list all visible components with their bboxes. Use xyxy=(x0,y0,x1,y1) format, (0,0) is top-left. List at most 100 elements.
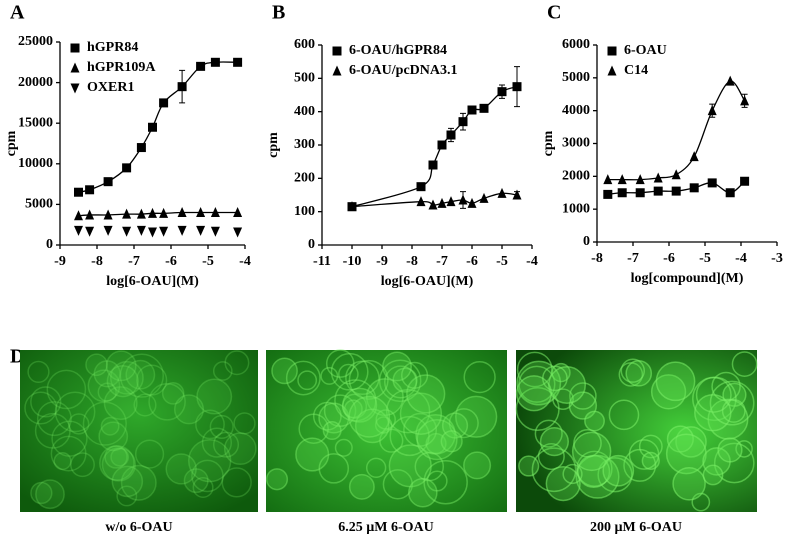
x-tick-label: -4 xyxy=(735,251,747,266)
y-tick-label: 4000 xyxy=(562,103,590,118)
cell xyxy=(103,386,138,421)
cell xyxy=(323,394,357,427)
marker xyxy=(416,196,426,207)
x-tick-label: -7 xyxy=(128,254,140,269)
y-tick-label: 15000 xyxy=(18,115,53,130)
y-tick-label: 0 xyxy=(308,237,315,252)
cell xyxy=(285,360,321,396)
cell xyxy=(85,353,108,377)
marker xyxy=(446,196,456,207)
x-tick-label: -4 xyxy=(239,254,251,269)
cell xyxy=(384,365,418,399)
cell xyxy=(322,420,342,441)
cell xyxy=(334,379,377,422)
marker xyxy=(74,210,83,221)
y-tick-label: 300 xyxy=(294,137,315,152)
cell xyxy=(348,395,391,438)
cell xyxy=(392,367,418,393)
cell xyxy=(318,453,350,484)
cell xyxy=(345,360,380,396)
marker xyxy=(210,57,220,67)
y-tick-label: 5000 xyxy=(562,70,590,85)
cell xyxy=(365,378,404,417)
legend-label: OXER1 xyxy=(87,80,134,95)
cell xyxy=(385,388,431,434)
x-tick-label: -7 xyxy=(627,251,639,266)
cell xyxy=(515,375,553,412)
cell xyxy=(120,464,157,501)
marker xyxy=(70,62,80,73)
legend-label: hGPR109A xyxy=(87,60,156,75)
y-tick-label: 400 xyxy=(294,104,315,119)
cell xyxy=(133,393,157,417)
marker xyxy=(159,98,169,108)
marker xyxy=(607,46,617,56)
marker xyxy=(740,95,750,106)
cell xyxy=(382,469,413,500)
marker xyxy=(148,207,157,218)
marker xyxy=(428,199,438,210)
cell xyxy=(531,447,577,493)
cell xyxy=(440,430,463,453)
cell xyxy=(295,437,330,472)
micrograph xyxy=(20,350,258,512)
cell xyxy=(165,453,197,485)
cell xyxy=(534,419,563,448)
y-axis-label: cpm xyxy=(541,130,556,156)
cell xyxy=(320,367,339,385)
cell xyxy=(717,437,743,463)
marker xyxy=(196,61,206,71)
marker xyxy=(122,163,132,173)
marker xyxy=(479,192,489,203)
cell xyxy=(70,452,95,478)
x-tick-label: -6 xyxy=(165,254,177,269)
cell xyxy=(35,479,65,510)
cell xyxy=(463,360,496,394)
cell xyxy=(365,457,387,478)
cell xyxy=(655,361,696,402)
cell xyxy=(136,364,168,396)
cell xyxy=(30,386,62,418)
marker xyxy=(74,187,83,197)
cell xyxy=(408,477,438,508)
cell xyxy=(597,457,633,493)
marker xyxy=(653,172,663,183)
cell xyxy=(318,402,350,434)
marker xyxy=(332,65,342,76)
cell xyxy=(101,447,137,482)
cell xyxy=(542,365,568,392)
marker xyxy=(497,187,507,198)
cell xyxy=(638,434,663,459)
cell xyxy=(116,485,138,507)
cell xyxy=(30,481,53,505)
legend-label: 6-OAU/pcDNA3.1 xyxy=(349,63,458,78)
cell xyxy=(134,439,165,469)
y-tick-label: 0 xyxy=(46,237,53,252)
cell xyxy=(537,443,565,471)
marker xyxy=(103,209,113,220)
marker xyxy=(210,226,220,237)
cell xyxy=(192,476,214,498)
cell xyxy=(161,382,185,405)
cell xyxy=(183,468,209,494)
cell xyxy=(93,360,121,388)
marker xyxy=(196,207,206,218)
x-tick-label: -9 xyxy=(54,254,66,269)
fit-curve xyxy=(351,192,518,208)
x-tick-label: -8 xyxy=(406,254,418,269)
cell-texture xyxy=(24,349,758,512)
image-caption: 200 µM 6-OAU xyxy=(590,520,682,535)
x-tick-label: -6 xyxy=(466,254,478,269)
cell xyxy=(516,360,562,406)
marker xyxy=(332,46,342,56)
cell xyxy=(224,350,250,376)
marker xyxy=(603,174,613,185)
y-tick-label: 1000 xyxy=(562,201,590,216)
cell xyxy=(388,444,432,488)
marker xyxy=(122,226,132,237)
cell xyxy=(441,412,469,439)
y-tick-label: 3000 xyxy=(562,136,590,151)
cell xyxy=(334,438,353,457)
cell xyxy=(666,425,694,453)
